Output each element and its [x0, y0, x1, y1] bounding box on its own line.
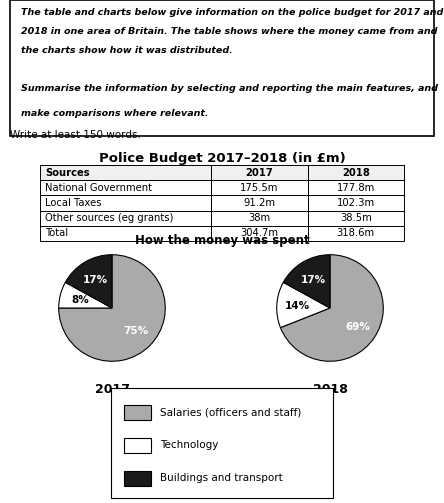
Text: make comparisons where relevant.: make comparisons where relevant. — [20, 109, 208, 118]
Text: Total: Total — [45, 228, 68, 238]
Text: National Government: National Government — [45, 183, 152, 193]
Text: 2017: 2017 — [95, 383, 130, 395]
Bar — [308, 165, 404, 180]
Text: Other sources (eg grants): Other sources (eg grants) — [45, 213, 174, 223]
Text: 75%: 75% — [123, 326, 148, 337]
Text: Buildings and transport: Buildings and transport — [160, 473, 282, 483]
Text: 69%: 69% — [345, 321, 370, 331]
Text: Police Budget 2017–2018 (in £m): Police Budget 2017–2018 (in £m) — [99, 152, 345, 165]
Wedge shape — [59, 282, 112, 308]
Text: Salaries (officers and staff): Salaries (officers and staff) — [160, 407, 301, 417]
Text: Sources: Sources — [45, 167, 90, 178]
Text: Technology: Technology — [160, 440, 218, 450]
Text: Local Taxes: Local Taxes — [45, 198, 102, 208]
Text: 38m: 38m — [248, 213, 270, 223]
Bar — [211, 211, 308, 226]
Text: 2018: 2018 — [313, 383, 348, 395]
Bar — [40, 211, 211, 226]
Wedge shape — [65, 255, 112, 308]
Text: 2018 in one area of Britain. The table shows where the money came from and: 2018 in one area of Britain. The table s… — [20, 27, 437, 36]
Text: 2018: 2018 — [342, 167, 370, 178]
Bar — [211, 165, 308, 180]
Bar — [308, 226, 404, 241]
Text: 8%: 8% — [71, 295, 89, 305]
Bar — [308, 180, 404, 195]
Text: 14%: 14% — [285, 301, 309, 311]
Text: 175.5m: 175.5m — [240, 183, 278, 193]
Text: Write at least 150 words.: Write at least 150 words. — [10, 130, 141, 140]
FancyBboxPatch shape — [10, 0, 434, 136]
FancyBboxPatch shape — [111, 388, 333, 498]
Text: The table and charts below give information on the police budget for 2017 and: The table and charts below give informat… — [20, 8, 443, 17]
Text: How the money was spent: How the money was spent — [135, 234, 309, 247]
Wedge shape — [281, 255, 383, 361]
Bar — [124, 470, 151, 486]
Wedge shape — [283, 255, 330, 308]
Text: 17%: 17% — [301, 275, 326, 285]
Bar — [40, 226, 211, 241]
Bar — [40, 165, 211, 180]
Wedge shape — [59, 255, 165, 361]
Text: 17%: 17% — [83, 275, 108, 285]
Text: 38.5m: 38.5m — [340, 213, 372, 223]
Bar — [308, 211, 404, 226]
Bar — [40, 195, 211, 211]
Text: 304.7m: 304.7m — [240, 228, 278, 238]
Text: 91.2m: 91.2m — [243, 198, 275, 208]
Bar — [124, 404, 151, 420]
Bar — [211, 180, 308, 195]
Bar — [124, 438, 151, 453]
Bar — [308, 195, 404, 211]
Text: 2017: 2017 — [246, 167, 273, 178]
Bar — [40, 180, 211, 195]
Text: 318.6m: 318.6m — [337, 228, 375, 238]
Text: the charts show how it was distributed.: the charts show how it was distributed. — [20, 46, 232, 55]
Text: Summarise the information by selecting and reporting the main features, and: Summarise the information by selecting a… — [20, 85, 437, 94]
Text: 177.8m: 177.8m — [337, 183, 375, 193]
Bar — [211, 226, 308, 241]
Bar — [211, 195, 308, 211]
Wedge shape — [277, 282, 330, 327]
Text: 102.3m: 102.3m — [337, 198, 375, 208]
